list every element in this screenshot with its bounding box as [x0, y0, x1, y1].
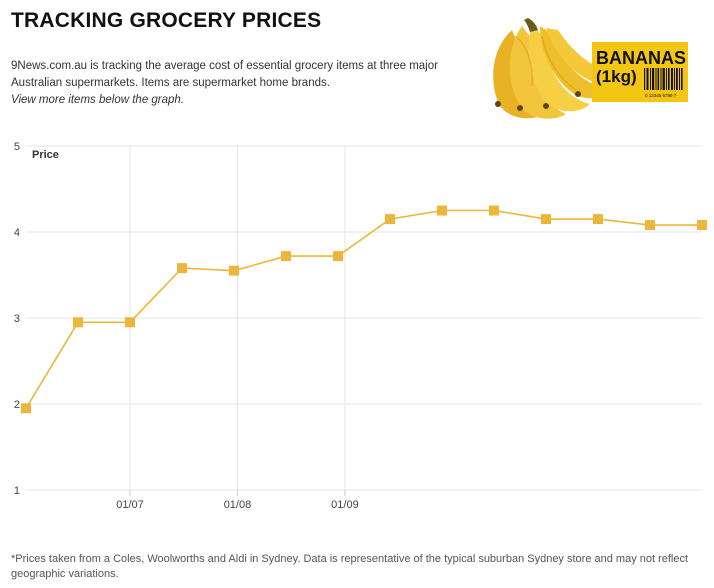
data-point[interactable]	[437, 205, 447, 216]
y-tick-label: 2	[14, 399, 20, 411]
gridlines	[26, 145, 702, 491]
data-point[interactable]	[281, 251, 291, 262]
product-label: BANANAS (1kg) 0 12345 6789 7	[592, 42, 688, 102]
data-point[interactable]	[229, 265, 239, 276]
data-point[interactable]	[385, 214, 395, 225]
label-line1: BANANAS	[596, 48, 686, 68]
data-point[interactable]	[645, 220, 655, 231]
data-point[interactable]	[333, 251, 343, 262]
data-point[interactable]	[489, 205, 499, 216]
data-point[interactable]	[697, 220, 707, 231]
footnote: *Prices taken from a Coles, Woolworths a…	[11, 553, 689, 580]
barcode-number: 0 12345 6789 7	[645, 93, 677, 98]
page-title: TRACKING GROCERY PRICES	[11, 9, 322, 32]
data-point[interactable]	[593, 214, 603, 225]
data-point[interactable]	[177, 263, 187, 274]
y-axis-label: Price	[32, 149, 59, 161]
y-tick-label: 4	[14, 227, 20, 239]
y-tick-label: 1	[14, 485, 20, 497]
description: 9News.com.au is tracking the average cos…	[11, 58, 481, 109]
y-tick-label: 5	[14, 141, 20, 153]
chart-area: 1 2 3 4 5 01/07 01/08 01/09 Price	[0, 136, 714, 526]
series-line	[25, 209, 702, 409]
description-text: 9News.com.au is tracking the average cos…	[11, 60, 438, 89]
x-tick-label: 01/07	[116, 499, 144, 511]
data-point[interactable]	[541, 214, 551, 225]
x-tick-label: 01/08	[224, 499, 252, 511]
line-chart: 1 2 3 4 5 01/07 01/08 01/09 Price	[14, 141, 707, 511]
bananas-product-image: BANANAS (1kg) 0 12345 6789 7	[493, 18, 688, 119]
barcode-icon	[644, 68, 683, 90]
y-axis-ticks: 1 2 3 4 5	[14, 141, 20, 497]
series-points	[21, 205, 707, 414]
y-tick-label: 3	[14, 313, 20, 325]
view-more-link[interactable]: View more items below the graph.	[11, 94, 185, 106]
data-point[interactable]	[21, 403, 31, 414]
x-tick-label: 01/09	[331, 499, 359, 511]
label-line2: (1kg)	[596, 67, 637, 86]
data-point[interactable]	[125, 317, 135, 328]
data-point[interactable]	[73, 317, 83, 328]
x-axis-ticks: 01/07 01/08 01/09	[116, 490, 359, 511]
